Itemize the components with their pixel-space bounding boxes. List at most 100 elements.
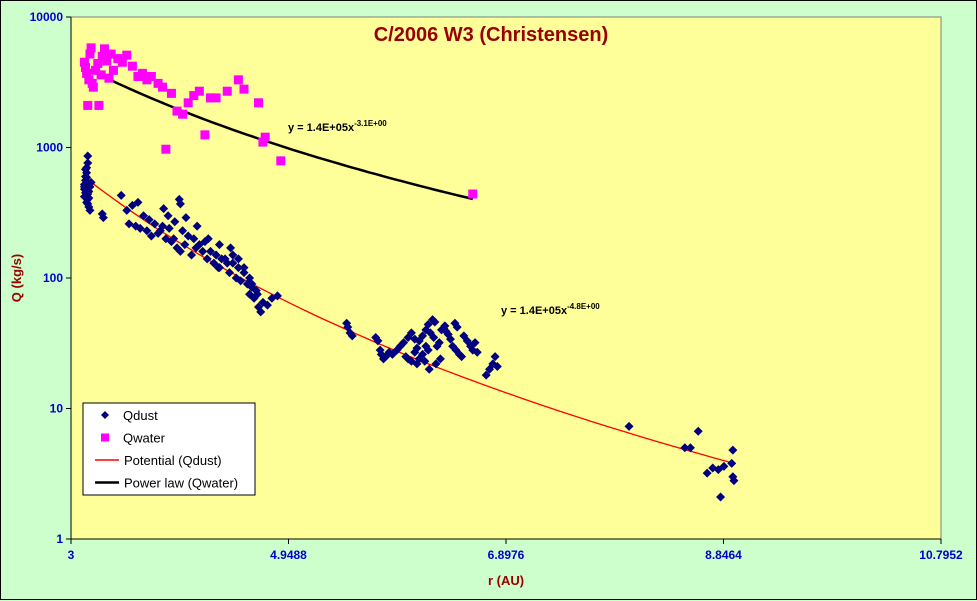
- dust-point: [472, 347, 482, 357]
- x-tick-label: 3: [68, 548, 75, 562]
- dust-point: [164, 223, 174, 233]
- water-point: [88, 82, 98, 92]
- dust-point: [693, 426, 703, 436]
- dust-point: [187, 250, 197, 260]
- dust-point: [429, 332, 439, 342]
- dust-point: [430, 317, 440, 327]
- equation-exponent: -3.1E+00: [354, 119, 387, 128]
- dust-point: [191, 243, 201, 253]
- dust-point: [247, 279, 257, 289]
- water-point: [211, 93, 221, 103]
- dust-point: [83, 151, 93, 161]
- dust-point: [418, 349, 428, 359]
- dust-point: [153, 228, 163, 238]
- legend-label: Power law (Qwater): [124, 476, 238, 491]
- dust-point: [423, 320, 433, 330]
- dust-point: [135, 223, 145, 233]
- water-point: [146, 71, 156, 81]
- dust-point: [490, 352, 500, 362]
- dust-point: [272, 291, 282, 301]
- dust-point: [457, 352, 467, 362]
- dust-point: [220, 254, 230, 264]
- dust-point: [233, 254, 243, 264]
- water-point: [161, 144, 171, 154]
- dust-point: [206, 246, 216, 256]
- dust-point: [252, 289, 262, 299]
- water-point: [200, 130, 210, 140]
- dust-point: [98, 213, 108, 223]
- water-point: [260, 132, 270, 142]
- dust-point: [175, 199, 185, 209]
- dust-point: [256, 307, 266, 317]
- dust-point: [410, 334, 420, 344]
- x-tick-label: 4.9488: [270, 548, 307, 562]
- dust-point: [347, 331, 357, 341]
- dust-point: [159, 204, 169, 214]
- dust-point: [202, 254, 212, 264]
- water-point: [106, 49, 116, 59]
- legend-dust-marker: [101, 411, 109, 419]
- legend-label: Qdust: [123, 408, 158, 423]
- dust-point: [82, 172, 92, 182]
- water-point: [239, 84, 249, 94]
- dust-point: [81, 164, 91, 174]
- y-tick-label: 1000: [36, 141, 63, 155]
- dust-point: [423, 345, 433, 355]
- dust-point: [226, 243, 236, 253]
- water-point: [97, 51, 107, 61]
- dust-point: [420, 356, 430, 366]
- water-point: [194, 86, 204, 96]
- legend-label: Potential (Qdust): [124, 453, 222, 468]
- water-point: [206, 93, 216, 103]
- water-point: [94, 100, 104, 110]
- dust-point: [163, 211, 173, 221]
- dust-point: [181, 213, 191, 223]
- water-point: [166, 88, 176, 98]
- dust-point: [178, 226, 188, 236]
- dust-point: [441, 326, 451, 336]
- water-point: [83, 100, 93, 110]
- dust-point: [470, 338, 480, 348]
- dust-point: [211, 250, 221, 260]
- water-point: [276, 156, 286, 166]
- dust-point: [729, 476, 739, 486]
- dust-point: [727, 458, 737, 468]
- dust-point: [406, 328, 416, 338]
- dust-point: [180, 240, 190, 250]
- water-point: [468, 189, 478, 199]
- dust-point: [170, 217, 180, 227]
- dust-point: [452, 322, 462, 332]
- water-fit-curve: [83, 66, 474, 201]
- y-tick-label: 100: [43, 271, 63, 285]
- water-point: [99, 44, 109, 54]
- water-point: [104, 73, 114, 83]
- dust-point: [236, 276, 246, 286]
- dust-point: [192, 221, 202, 231]
- x-tick-label: 10.7952: [919, 548, 963, 562]
- dust-point: [233, 263, 243, 273]
- dust-point: [209, 258, 219, 268]
- y-axis-title: Q (kg/s): [9, 254, 24, 302]
- x-axis-title: r (AU): [488, 573, 524, 588]
- equation-base: y = 1.4E+05x: [288, 122, 355, 134]
- dust-point: [431, 359, 441, 369]
- dust-point: [373, 336, 383, 346]
- water-point: [233, 75, 243, 85]
- dust-point: [719, 461, 729, 471]
- water-point: [127, 61, 137, 71]
- dust-point: [481, 370, 491, 380]
- dust-point: [214, 240, 224, 250]
- legend-box: [82, 402, 256, 496]
- dust-point: [150, 219, 160, 229]
- water-point: [172, 106, 182, 116]
- dust-point: [169, 234, 179, 244]
- water-point: [91, 65, 101, 75]
- dust-point: [228, 250, 238, 260]
- dust-fit-equation: y = 1.4E+05x-4.8E+00: [501, 302, 600, 317]
- dust-point: [412, 343, 422, 353]
- water-point: [258, 137, 268, 147]
- dust-point: [82, 178, 92, 188]
- dust-point: [435, 354, 445, 364]
- water-point: [137, 68, 147, 78]
